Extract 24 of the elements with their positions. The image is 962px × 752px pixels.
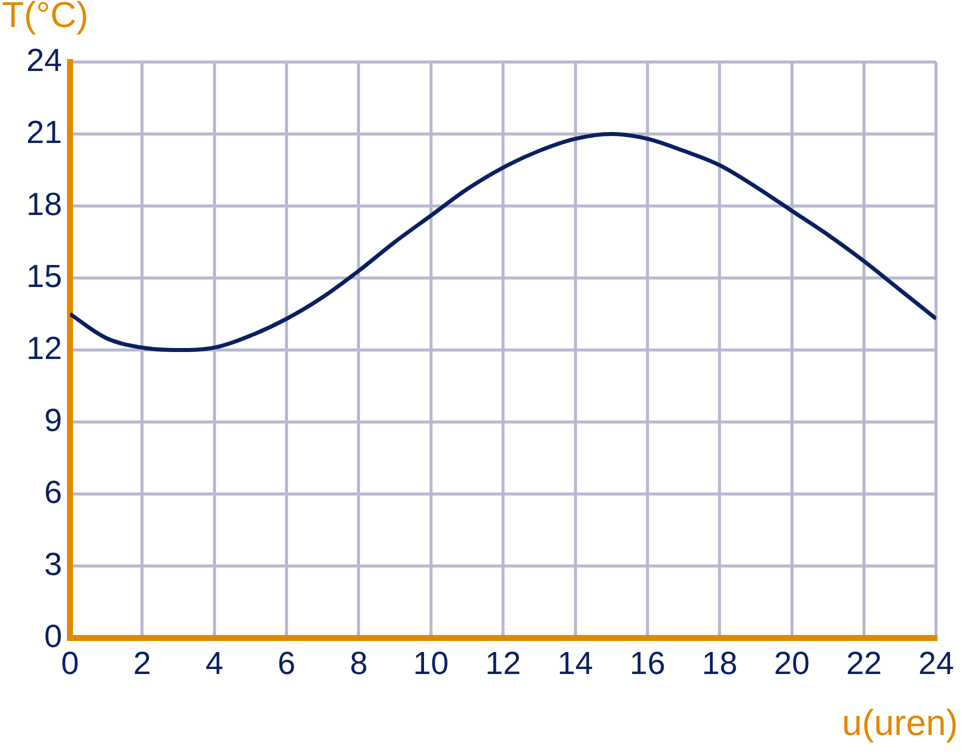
y-tick-label: 21 bbox=[26, 114, 62, 150]
y-axis-title: T(°C) bbox=[2, 0, 88, 36]
y-tick-label: 24 bbox=[26, 42, 62, 78]
x-tick-label: 14 bbox=[557, 645, 594, 682]
y-tick-label: 15 bbox=[26, 258, 62, 294]
x-tick-label: 16 bbox=[630, 645, 666, 682]
x-tick-label: 18 bbox=[702, 645, 738, 682]
y-tick-label: 18 bbox=[26, 186, 62, 222]
x-tick-label: 4 bbox=[205, 645, 224, 682]
x-tick-label: 8 bbox=[350, 645, 368, 682]
line-series bbox=[70, 132, 936, 352]
x-tick-label: 12 bbox=[485, 645, 521, 682]
y-tick-label: 12 bbox=[26, 330, 62, 366]
x-tick-label: 20 bbox=[774, 645, 810, 682]
x-tick-label: 6 bbox=[278, 645, 296, 682]
x-tick-label: 2 bbox=[133, 645, 152, 682]
y-tick-label: 9 bbox=[44, 402, 62, 438]
y-tick-label: 6 bbox=[44, 474, 62, 510]
y-tick-label: 0 bbox=[44, 618, 62, 654]
y-tick-label: 3 bbox=[44, 546, 62, 582]
x-tick-label: 10 bbox=[413, 645, 449, 682]
x-tick-label: 22 bbox=[846, 645, 882, 682]
x-tick-label: 24 bbox=[918, 645, 954, 682]
x-axis-title: u(uren) bbox=[842, 702, 958, 744]
